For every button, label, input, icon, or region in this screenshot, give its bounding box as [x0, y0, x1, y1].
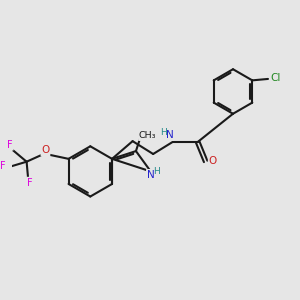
Text: H: H [154, 167, 160, 176]
Text: CH₃: CH₃ [139, 131, 156, 140]
Text: Cl: Cl [271, 74, 281, 83]
Text: F: F [0, 161, 6, 171]
Text: N: N [147, 170, 154, 180]
Text: O: O [209, 156, 217, 167]
Text: F: F [28, 178, 33, 188]
Text: F: F [7, 140, 13, 150]
Text: H: H [160, 128, 167, 136]
Text: O: O [41, 145, 50, 155]
Text: N: N [166, 130, 174, 140]
